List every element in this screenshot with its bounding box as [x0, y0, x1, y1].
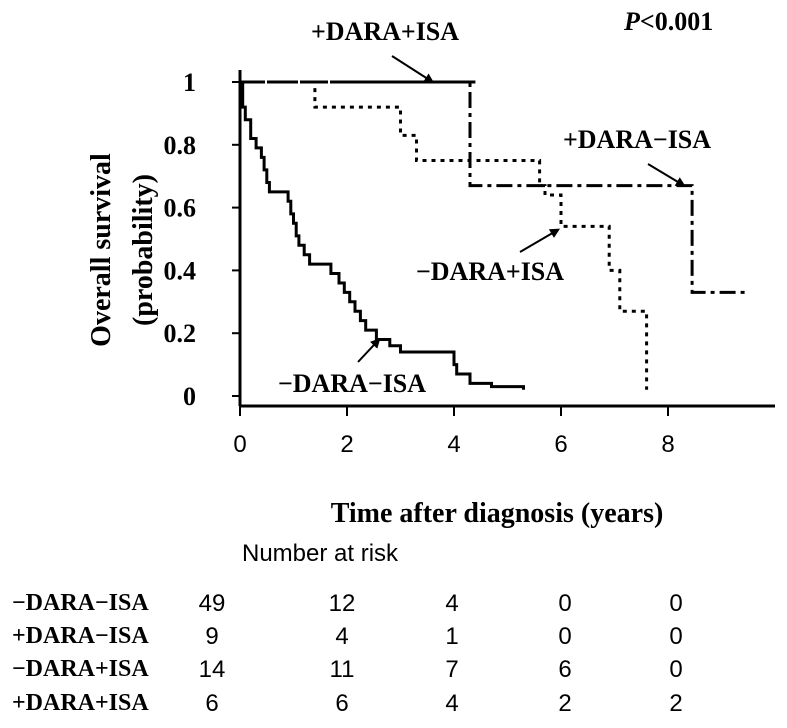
y-tick-label: 0 [183, 382, 196, 411]
risk-cell: 6 [558, 656, 572, 683]
y-tick-label: 0.2 [164, 319, 197, 348]
y-tick-label: 0.4 [164, 256, 197, 285]
risk-row-label: +DARA−ISA [12, 623, 149, 649]
risk-cell: 6 [205, 690, 219, 717]
risk-cell: 2 [558, 690, 572, 717]
risk-row-label: +DARA+ISA [12, 690, 149, 716]
p-value: P<0.001 [623, 7, 713, 36]
risk-cell: 0 [669, 590, 683, 617]
risk-cell: 49 [198, 590, 226, 617]
y-ticks: 0 0.2 0.4 0.6 0.8 1 [164, 68, 240, 411]
risk-cell: 0 [669, 656, 683, 683]
risk-cell: 6 [335, 690, 349, 717]
curve-label: −DARA−ISA [278, 369, 426, 398]
risk-cell: 0 [558, 590, 572, 617]
curve-annotations: −DARA−ISA +DARA−ISA −DARA+ISA +DARA+ISA [278, 17, 711, 398]
x-tick-label: 6 [554, 431, 567, 458]
x-tick-label: 2 [340, 431, 353, 458]
risk-cell: 4 [445, 690, 459, 717]
risk-table-title: Number at risk [242, 540, 399, 567]
survival-curves [240, 80, 749, 390]
y-tick-label: 1 [183, 68, 196, 97]
risk-cell: 11 [329, 656, 355, 683]
x-axis-label: Time after diagnosis (years) [331, 498, 664, 529]
curve-label: −DARA+ISA [416, 257, 564, 286]
x-tick-label: 0 [233, 431, 246, 458]
risk-cell: 4 [445, 590, 459, 617]
y-axis-label: Overall survival (probability) [86, 153, 159, 347]
y-axis-label-line1: Overall survival [86, 153, 117, 347]
risk-cell: 0 [669, 623, 683, 650]
risk-row-label: −DARA+ISA [12, 656, 149, 682]
risk-cell: 0 [558, 623, 572, 650]
risk-cell: 2 [669, 690, 683, 717]
x-tick-label: 4 [447, 431, 460, 458]
curve-arrow [519, 228, 561, 253]
curve-arrow [357, 338, 381, 363]
curve-arrow [391, 55, 435, 84]
y-axis-label-line2: (probability) [128, 174, 159, 326]
risk-cell: 1 [445, 623, 459, 650]
x-ticks: 0 2 4 6 8 [233, 406, 675, 458]
risk-cell: 9 [205, 623, 219, 650]
risk-cell: 4 [335, 623, 349, 650]
p-value-italic: P [623, 7, 641, 36]
curve-label: +DARA−ISA [563, 125, 711, 154]
risk-cell: 12 [328, 590, 356, 617]
y-tick-label: 0.8 [164, 131, 197, 160]
curve-dotted [240, 80, 649, 390]
curve-label: +DARA+ISA [311, 17, 459, 46]
risk-cell: 7 [445, 656, 459, 683]
p-value-rest: <0.001 [640, 7, 713, 36]
x-tick-label: 8 [661, 431, 674, 458]
risk-row-label: −DARA−ISA [12, 590, 149, 616]
y-tick-label: 0.6 [164, 194, 197, 223]
curve-solid [240, 80, 525, 390]
risk-cell: 14 [198, 656, 226, 683]
curve-arrow [647, 163, 686, 187]
